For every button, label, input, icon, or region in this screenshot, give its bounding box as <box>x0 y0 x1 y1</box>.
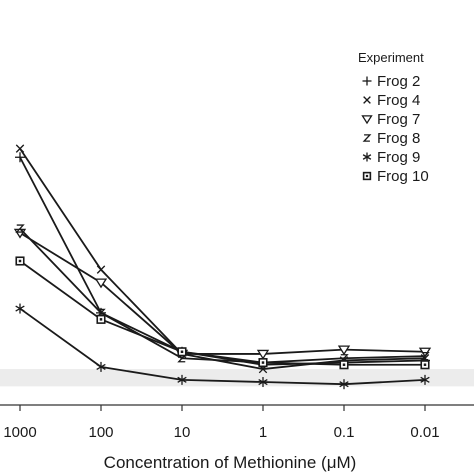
legend-marker <box>362 134 372 142</box>
series-frog-9 <box>15 303 430 390</box>
data-point <box>256 349 270 360</box>
series-layer <box>13 144 432 390</box>
series-line <box>19 232 426 355</box>
x-axis-title: Concentration of Methionine (μM) <box>104 453 357 472</box>
data-point <box>420 360 430 370</box>
data-point <box>337 345 351 356</box>
x-tick-label: 1000 <box>3 424 36 441</box>
legend-marker <box>363 96 371 104</box>
data-point <box>15 152 25 163</box>
legend-label: Frog 7 <box>377 111 420 128</box>
legend-entry: Frog 2 <box>362 73 420 90</box>
data-point <box>258 358 268 368</box>
x-tick-label: 1 <box>259 424 267 441</box>
series-frog-2 <box>15 152 430 370</box>
x-tick-label: 0.1 <box>334 424 355 441</box>
series-frog-10 <box>15 256 430 370</box>
data-point <box>15 303 25 314</box>
legend-label: Frog 4 <box>377 92 420 109</box>
data-point <box>94 278 108 289</box>
legend-marker <box>361 115 373 125</box>
legend-marker <box>362 171 372 181</box>
legend-marker <box>362 152 372 162</box>
legend-entry: Frog 4 <box>363 92 420 109</box>
data-point <box>420 351 430 361</box>
legend-title: Experiment <box>358 50 424 65</box>
legend-label: Frog 8 <box>377 130 420 147</box>
legend: Experiment Frog 2 Frog 4 Frog 7 Frog 8 Frog … <box>358 50 429 185</box>
legend-label: Frog 9 <box>377 149 420 166</box>
legend-label: Frog 10 <box>377 168 429 185</box>
legend-entry: Frog 10 <box>362 168 429 185</box>
series-line <box>19 156 426 366</box>
data-point <box>177 374 187 385</box>
series-line <box>19 307 426 386</box>
data-point <box>15 256 25 266</box>
series-frog-7 <box>13 228 432 360</box>
x-tick-labels: 1000 100 10 1 0.1 0.01 <box>3 405 440 441</box>
legend-entry: Frog 7 <box>361 111 420 128</box>
x-tick-label: 100 <box>88 424 113 441</box>
legend-entry: Frog 9 <box>362 149 420 166</box>
series-line <box>19 227 426 364</box>
data-point <box>258 377 268 388</box>
data-point <box>96 314 106 324</box>
series-line <box>19 260 425 366</box>
reference-band <box>0 369 474 387</box>
data-point <box>15 224 25 233</box>
series-frog-8 <box>15 224 430 367</box>
data-point <box>339 360 349 370</box>
series-line <box>19 148 426 370</box>
x-tick-label: 0.01 <box>410 424 439 441</box>
data-point <box>96 265 106 274</box>
legend-label: Frog 2 <box>377 73 420 90</box>
data-point <box>96 361 106 372</box>
data-point <box>15 144 25 153</box>
data-point <box>420 374 430 385</box>
data-point <box>339 379 349 390</box>
data-point <box>177 347 187 357</box>
legend-entry: Frog 8 <box>362 130 420 147</box>
x-tick-label: 10 <box>174 424 191 441</box>
legend-marker <box>362 76 372 86</box>
